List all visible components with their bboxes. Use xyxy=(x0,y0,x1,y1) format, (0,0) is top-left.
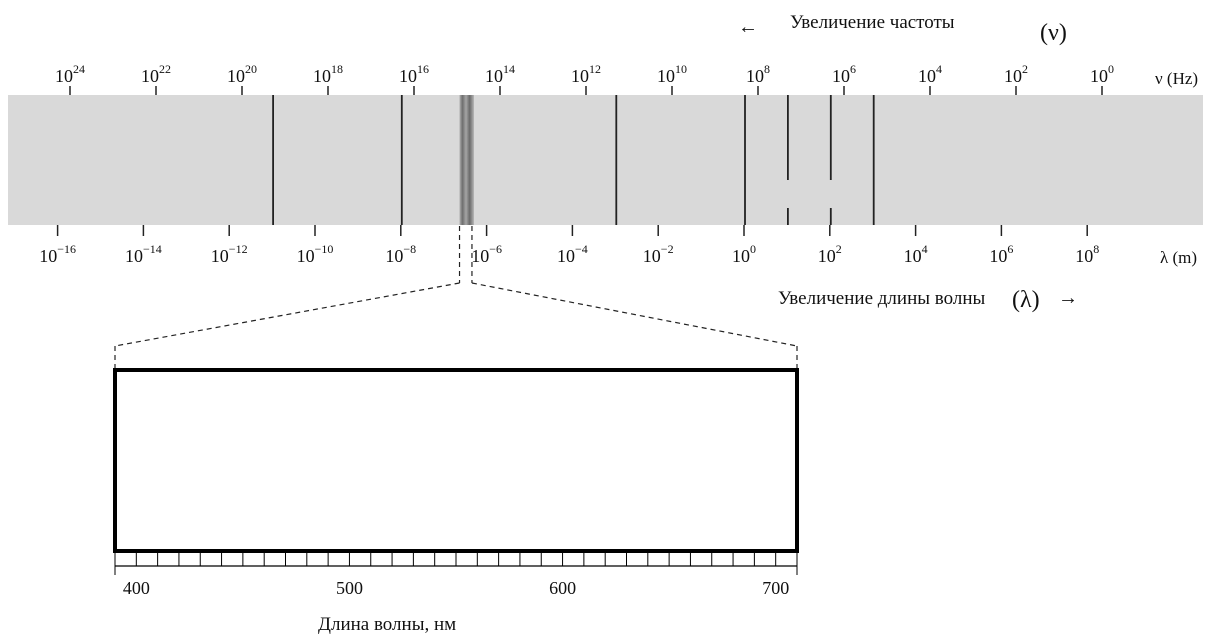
wave-tick-label: 10−4 xyxy=(557,242,588,266)
visible-band-fill xyxy=(459,95,474,225)
wave-tick-label: 108 xyxy=(1075,242,1099,266)
freq-tick-label: 102 xyxy=(1004,62,1028,86)
wave-tick-label: 10−12 xyxy=(211,242,248,266)
freq-unit-label: ν (Hz) xyxy=(1155,69,1198,88)
wave-tick-label: 10−8 xyxy=(385,242,416,266)
visible-spectrum-panel xyxy=(113,368,799,553)
wave-symbol: (λ) xyxy=(1012,287,1040,313)
freq-tick-label: 1020 xyxy=(227,62,257,86)
zoom-connector xyxy=(114,226,798,368)
nm-ruler: 400 500 600 700 xyxy=(114,551,798,598)
wave-increase-label: Увеличение длины волны xyxy=(778,288,985,309)
freq-tick-label: 108 xyxy=(746,62,770,86)
nm-tick-label: 500 xyxy=(336,578,363,598)
freq-tick-label: 1016 xyxy=(399,62,429,86)
freq-tick-label: 1024 xyxy=(55,62,85,86)
wave-tick-label: 10−16 xyxy=(39,242,76,266)
freq-tick-label: 1010 xyxy=(657,62,687,86)
nm-tick-label: 400 xyxy=(123,578,150,598)
freq-tick-label: 100 xyxy=(1090,62,1114,86)
freq-symbol: (ν) xyxy=(1040,20,1067,46)
freq-tick-label: 104 xyxy=(918,62,942,86)
wave-tick-label: 106 xyxy=(989,242,1013,266)
wave-arrow: → xyxy=(1058,287,1078,309)
wave-tick-label: 10−6 xyxy=(471,242,502,266)
nm-tick-label: 700 xyxy=(762,578,789,598)
zoom-line xyxy=(114,282,460,347)
band-boundaries xyxy=(272,95,875,225)
wavelength-axis: 10−16 10−14 10−12 10−10 10−8 10−6 10−4 10−2 100 1… xyxy=(39,225,1099,266)
wave-tick-label: 10−14 xyxy=(125,242,162,266)
frequency-axis: 1024 1022 1020 1018 1016 1014 1012 1010 108 106 10… xyxy=(55,62,1114,95)
freq-increase-label: Увеличение частоты xyxy=(790,12,955,33)
freq-tick-label: 1018 xyxy=(313,62,343,86)
wave-tick-label: 102 xyxy=(818,242,842,266)
wave-tick-label: 100 xyxy=(732,242,756,266)
nm-axis-label: Длина волны, нм xyxy=(318,614,456,635)
visible-light-band xyxy=(459,95,474,225)
wave-tick-label: 10−10 xyxy=(297,242,334,266)
freq-tick-label: 1022 xyxy=(141,62,171,86)
wave-unit-label: λ (m) xyxy=(1160,248,1197,267)
zoom-line xyxy=(471,282,798,347)
wave-tick-label: 10−2 xyxy=(643,242,674,266)
freq-tick-label: 1012 xyxy=(571,62,601,86)
nm-tick-label: 600 xyxy=(549,578,576,598)
freq-tick-label: 1014 xyxy=(485,62,515,86)
freq-arrow: ← xyxy=(738,16,758,38)
wave-tick-label: 104 xyxy=(904,242,928,266)
spectrum-strip xyxy=(8,95,1203,225)
freq-tick-label: 106 xyxy=(832,62,856,86)
